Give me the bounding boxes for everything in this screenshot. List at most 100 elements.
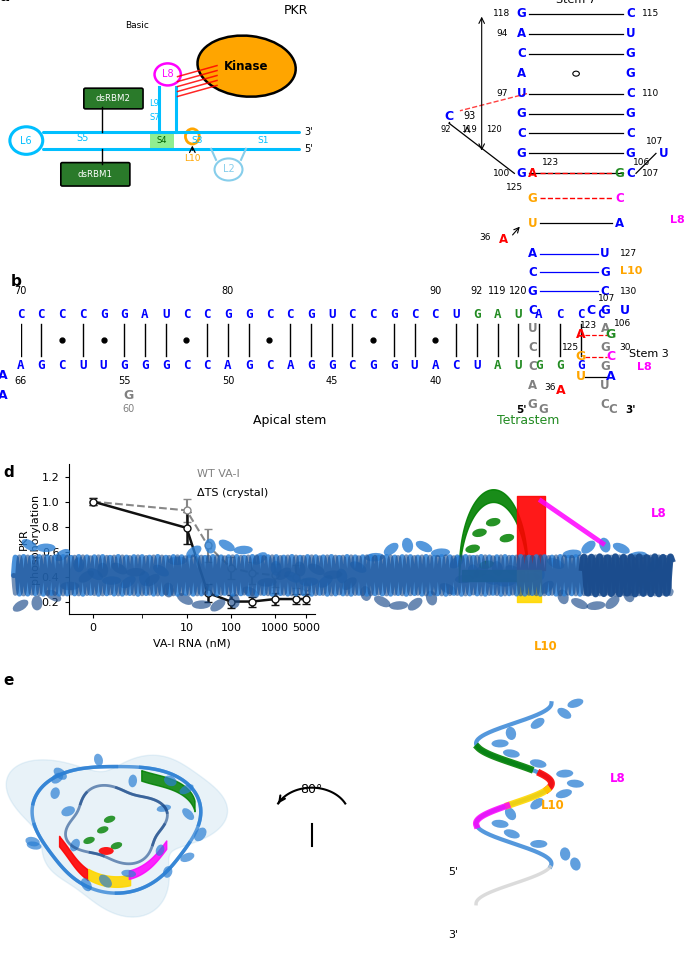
Text: U: U [575,370,586,383]
Ellipse shape [87,569,103,580]
Text: C: C [615,191,624,205]
Ellipse shape [497,578,516,587]
Text: G: G [516,147,527,160]
Text: G: G [556,359,564,371]
Ellipse shape [153,565,169,576]
Text: 106: 106 [633,158,650,167]
Text: 5': 5' [516,405,527,415]
Text: Stem 3: Stem 3 [629,349,669,359]
Ellipse shape [530,798,544,809]
Ellipse shape [530,840,547,848]
Text: 107: 107 [598,294,615,303]
Ellipse shape [104,816,115,823]
Ellipse shape [499,534,514,542]
Ellipse shape [27,841,42,850]
Ellipse shape [60,582,79,590]
Ellipse shape [473,565,488,578]
Text: A: A [517,27,526,41]
Ellipse shape [13,600,28,612]
Ellipse shape [562,549,582,558]
Ellipse shape [455,574,474,583]
Text: 107: 107 [642,169,659,178]
Text: Apical stem: Apical stem [253,414,327,427]
Ellipse shape [570,858,581,870]
Text: G: G [369,359,377,371]
Text: G: G [527,191,538,205]
Text: Stem 7: Stem 7 [556,0,596,5]
Text: U: U [473,359,481,371]
Bar [149,132,174,149]
Text: C: C [517,47,526,60]
Text: d: d [3,465,14,480]
Text: G: G [606,328,616,341]
Ellipse shape [111,842,122,849]
Ellipse shape [556,770,573,777]
Text: Tetrastem: Tetrastem [497,414,560,427]
Text: S1: S1 [258,136,269,145]
Text: C: C [445,110,453,123]
Ellipse shape [129,775,137,787]
Ellipse shape [503,749,520,758]
Text: A: A [528,167,537,180]
Ellipse shape [168,556,187,565]
Text: 66: 66 [14,375,27,386]
Ellipse shape [558,590,569,604]
Text: C: C [203,308,211,321]
Ellipse shape [336,569,347,583]
Text: C: C [349,308,356,321]
Ellipse shape [623,588,634,602]
Ellipse shape [571,598,588,609]
Ellipse shape [111,563,127,574]
Ellipse shape [177,593,193,605]
Text: 93: 93 [464,111,476,121]
Text: 120: 120 [509,286,527,296]
Ellipse shape [374,596,390,607]
Ellipse shape [540,581,553,594]
Text: G: G [516,8,527,20]
Text: U: U [600,379,610,392]
Ellipse shape [299,577,319,586]
Text: 5': 5' [449,866,459,877]
Text: dsRBM1: dsRBM1 [78,170,113,179]
Ellipse shape [503,830,520,838]
Text: A: A [535,308,543,321]
Ellipse shape [79,571,94,583]
Ellipse shape [53,768,67,779]
Text: 3': 3' [449,930,459,940]
Text: G: G [245,359,253,371]
Ellipse shape [163,866,173,878]
Ellipse shape [556,789,572,798]
Ellipse shape [408,598,423,610]
Text: G: G [100,308,108,321]
Ellipse shape [99,874,112,888]
Ellipse shape [139,571,150,586]
Text: 92: 92 [471,286,483,296]
Text: C: C [369,308,377,321]
Text: 100: 100 [493,169,510,178]
Ellipse shape [229,594,240,608]
Ellipse shape [567,779,584,788]
Text: A: A [517,67,526,80]
Ellipse shape [350,562,366,572]
X-axis label: VA-I RNA (nM): VA-I RNA (nM) [153,638,231,649]
Text: G: G [390,359,397,371]
Text: L10: L10 [620,266,642,277]
Text: A: A [606,370,616,383]
Text: C: C [577,308,584,321]
Text: U: U [658,147,668,160]
Ellipse shape [234,545,253,554]
Text: U: U [162,308,169,321]
Polygon shape [6,755,227,917]
Text: 123: 123 [542,158,559,167]
Ellipse shape [51,787,60,799]
Ellipse shape [94,753,103,766]
Text: C: C [528,341,537,354]
Text: 119: 119 [488,286,507,296]
Text: G: G [162,359,169,371]
Text: G: G [121,308,128,321]
Text: 130: 130 [620,287,637,296]
Text: L8: L8 [651,507,667,520]
Ellipse shape [126,568,145,576]
Ellipse shape [492,820,508,828]
Text: 40: 40 [429,375,441,386]
